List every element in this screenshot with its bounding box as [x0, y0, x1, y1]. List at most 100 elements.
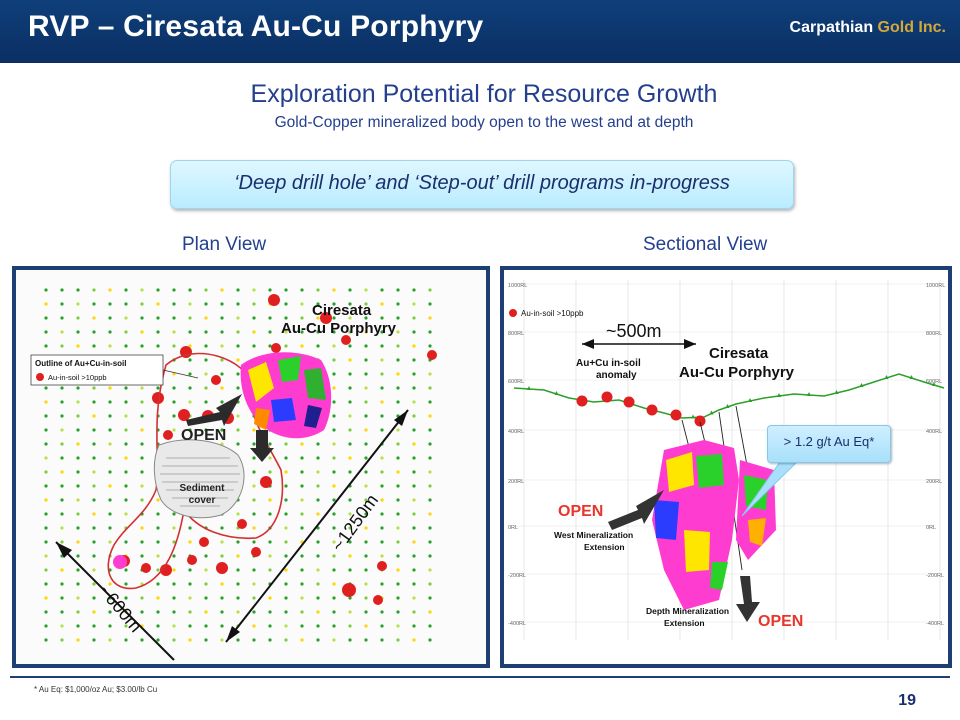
soil-sample-point — [108, 302, 112, 306]
soil-sample-point — [380, 288, 384, 292]
soil-sample-point — [300, 344, 304, 348]
soil-sample-point — [332, 484, 336, 488]
soil-sample-point — [140, 428, 144, 432]
soil-sample-point — [204, 610, 208, 614]
soil-sample-point — [220, 638, 224, 642]
elevation-label: 800RL — [926, 331, 942, 337]
soil-sample-point — [380, 526, 384, 530]
elevation-label: 0RL — [508, 525, 518, 531]
soil-sample-point — [172, 526, 176, 530]
soil-sample-point — [76, 582, 80, 586]
soil-sample-point — [92, 344, 96, 348]
soil-sample-point — [332, 624, 336, 628]
elevation-label: 1000RL — [508, 283, 527, 289]
soil-sample-point — [300, 484, 304, 488]
soil-sample-point — [220, 596, 224, 600]
open-west-arrow — [186, 394, 242, 426]
soil-sample-point — [364, 568, 368, 572]
depth-extension-label-1: Depth Mineralization — [646, 606, 729, 616]
soil-sample-point — [364, 400, 368, 404]
soil-sample-point — [428, 288, 432, 292]
deposit-label-line2: Au-Cu Porphyry — [281, 320, 397, 337]
soil-sample-point — [364, 540, 368, 544]
soil-sample-point — [332, 638, 336, 642]
soil-sample-point — [428, 512, 432, 516]
soil-sample-point — [204, 386, 208, 390]
soil-sample-point — [204, 330, 208, 334]
soil-sample-point — [252, 344, 256, 348]
soil-sample-point — [284, 568, 288, 572]
soil-sample-point — [348, 302, 352, 306]
soil-anomaly-point — [377, 561, 387, 571]
soil-sample-point — [44, 526, 48, 530]
open-down-arrow — [250, 430, 274, 462]
open-depth-arrow — [736, 576, 760, 622]
soil-sample-point — [284, 638, 288, 642]
soil-sample-point — [316, 554, 320, 558]
sectional-view-map: Au-in-soil >10ppb ~500m Au+Cu in-soil an… — [500, 266, 952, 668]
soil-sample-point — [44, 554, 48, 558]
soil-sample-point — [76, 512, 80, 516]
soil-sample-point — [428, 470, 432, 474]
soil-sample-point — [284, 302, 288, 306]
soil-sample-point — [204, 596, 208, 600]
soil-sample-point — [332, 372, 336, 376]
soil-sample-point — [428, 638, 432, 642]
soil-sample-point — [220, 526, 224, 530]
sediment-hatching — [160, 457, 240, 507]
soil-sample-point — [396, 596, 400, 600]
soil-sample-point — [76, 400, 80, 404]
soil-sample-point — [140, 400, 144, 404]
soil-sample-point — [76, 526, 80, 530]
program-callout: ‘Deep drill hole’ and ‘Step-out’ drill p… — [170, 160, 794, 209]
soil-sample-point — [364, 526, 368, 530]
soil-sample-point — [44, 344, 48, 348]
soil-sample-point — [108, 484, 112, 488]
soil-sample-point — [284, 512, 288, 516]
soil-sample-point — [428, 582, 432, 586]
soil-sample-point — [412, 456, 416, 460]
soil-sample-point — [412, 624, 416, 628]
soil-sample-point — [268, 442, 272, 446]
soil-sample-point — [348, 288, 352, 292]
soil-sample-point — [412, 372, 416, 376]
soil-sample-point — [412, 400, 416, 404]
soil-sample-point — [364, 288, 368, 292]
soil-sample-point — [60, 596, 64, 600]
soil-sample-point — [156, 610, 160, 614]
topography-tick — [725, 404, 730, 408]
soil-sample-point — [380, 400, 384, 404]
soil-sample-point — [188, 526, 192, 530]
soil-sample-point — [332, 568, 336, 572]
soil-sample-point — [300, 498, 304, 502]
soil-sample-point — [380, 428, 384, 432]
soil-sample-point — [188, 596, 192, 600]
soil-sample-point — [124, 498, 128, 502]
section-deposit-label-1: Ciresata — [709, 345, 769, 362]
elevation-label: 1000RL — [926, 283, 945, 289]
soil-sample-point — [364, 442, 368, 446]
soil-sample-point — [204, 582, 208, 586]
soil-sample-point — [76, 470, 80, 474]
soil-sample-point — [60, 638, 64, 642]
soil-sample-point — [44, 330, 48, 334]
soil-sample-point — [92, 610, 96, 614]
soil-sample-point — [364, 638, 368, 642]
soil-sample-point — [316, 288, 320, 292]
soil-sample-point — [428, 330, 432, 334]
soil-sample-point — [428, 498, 432, 502]
soil-sample-point — [300, 526, 304, 530]
soil-anomaly-point — [216, 562, 228, 574]
soil-sample-point — [332, 386, 336, 390]
soil-sample-point — [236, 288, 240, 292]
soil-sample-point — [364, 414, 368, 418]
soil-sample-point — [92, 596, 96, 600]
topography-tick — [777, 393, 781, 397]
soil-sample-point — [380, 386, 384, 390]
soil-sample-point — [76, 456, 80, 460]
soil-sample-point — [284, 288, 288, 292]
soil-sample-point — [348, 330, 352, 334]
soil-sample-point — [348, 428, 352, 432]
soil-sample-point — [396, 344, 400, 348]
soil-sample-point — [140, 386, 144, 390]
